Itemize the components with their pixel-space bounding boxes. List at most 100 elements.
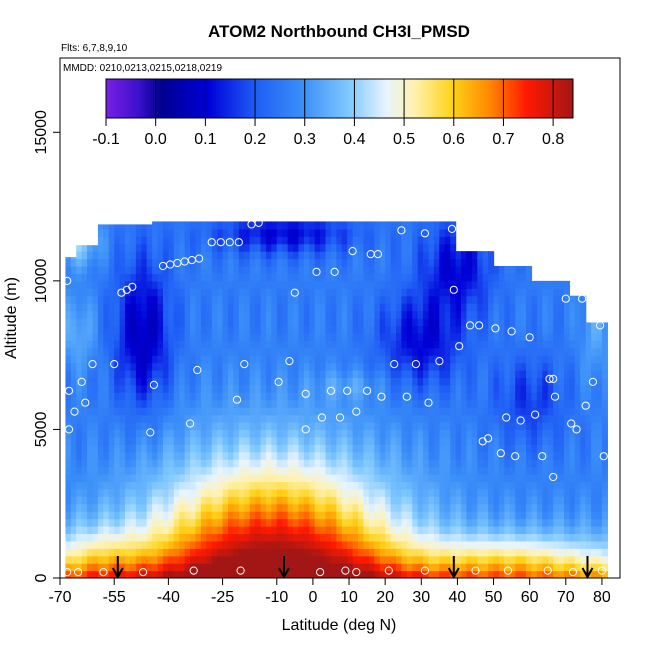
heatmap-cell (125, 295, 132, 304)
heatmap-cell (515, 273, 522, 282)
heatmap-cell (114, 526, 121, 535)
heatmap-cell (146, 451, 153, 460)
heatmap-cell (509, 481, 516, 490)
heatmap-cell (591, 555, 598, 564)
heatmap-cell (217, 392, 224, 401)
heatmap-cell (130, 303, 137, 312)
heatmap-cell (466, 280, 473, 289)
heatmap-cell (200, 228, 207, 237)
heatmap-cell (184, 280, 191, 289)
heatmap-cell (601, 362, 608, 371)
heatmap-cell (520, 555, 527, 564)
heatmap-cell (190, 310, 197, 319)
heatmap-cell (222, 422, 229, 431)
heatmap-cell (601, 570, 608, 578)
heatmap-cell (228, 555, 235, 564)
heatmap-cell (553, 459, 560, 468)
heatmap-cell (504, 466, 511, 475)
heatmap-cell (233, 221, 240, 230)
heatmap-cell (330, 533, 337, 542)
heatmap-cell (309, 370, 316, 379)
heatmap-cell (200, 399, 207, 408)
heatmap-cell (493, 370, 500, 379)
heatmap-cell (255, 221, 262, 230)
heatmap-cell (336, 526, 343, 535)
sample-point (285, 357, 294, 366)
heatmap-cell (211, 414, 218, 423)
heatmap-cell (531, 295, 538, 304)
heatmap-cell (265, 384, 272, 393)
heatmap-cell (282, 243, 289, 252)
heatmap-cell (200, 422, 207, 431)
heatmap-cell (374, 563, 381, 572)
heatmap-cell (352, 548, 359, 557)
heatmap-cell (488, 370, 495, 379)
heatmap-cell (574, 436, 581, 445)
heatmap-cell (390, 429, 397, 438)
heatmap-cell (103, 318, 110, 327)
heatmap-cell (564, 325, 571, 334)
heatmap-cell (125, 273, 132, 282)
heatmap-cell (314, 570, 321, 578)
heatmap-cell (547, 548, 554, 557)
heatmap-cell (596, 563, 603, 572)
heatmap-cell (282, 444, 289, 453)
heatmap-cell (255, 503, 262, 512)
heatmap-cell (558, 355, 565, 364)
heatmap-cell (515, 318, 522, 327)
heatmap-cell (379, 570, 386, 578)
heatmap-cell (553, 555, 560, 564)
heatmap-cell (471, 340, 478, 349)
heatmap-cell (244, 288, 251, 297)
heatmap-cell (114, 355, 121, 364)
heatmap-cell (233, 503, 240, 512)
heatmap-cell (244, 258, 251, 267)
heatmap-cell (412, 570, 419, 578)
heatmap-cell (358, 399, 365, 408)
heatmap-cell (461, 332, 468, 341)
heatmap-cell (352, 429, 359, 438)
heatmap-cell (569, 563, 576, 572)
heatmap-cell (358, 555, 365, 564)
heatmap-cell (190, 355, 197, 364)
heatmap-cell (244, 414, 251, 423)
heatmap-cell (255, 347, 262, 356)
heatmap-cell (471, 362, 478, 371)
heatmap-cell (591, 355, 598, 364)
heatmap-cell (433, 221, 440, 230)
heatmap-cell (596, 488, 603, 497)
heatmap-cell (325, 228, 332, 237)
heatmap-cell (336, 221, 343, 230)
heatmap-cell (406, 221, 413, 230)
heatmap-cell (423, 273, 430, 282)
heatmap-cell (390, 503, 397, 512)
heatmap-cell (130, 399, 137, 408)
heatmap-cell (417, 370, 424, 379)
heatmap-cell (81, 555, 88, 564)
heatmap-cell (439, 318, 446, 327)
heatmap-cell (558, 310, 565, 319)
heatmap-cell (81, 459, 88, 468)
heatmap-cell (444, 266, 451, 275)
heatmap-cell (70, 414, 77, 423)
heatmap-cell (558, 496, 565, 505)
heatmap-cell (222, 258, 229, 267)
heatmap-cell (92, 533, 99, 542)
heatmap-cell (200, 503, 207, 512)
heatmap-cell (217, 258, 224, 267)
heatmap-cell (206, 407, 213, 416)
heatmap-cell (130, 224, 137, 230)
heatmap-cell (455, 273, 462, 282)
heatmap-cell (206, 503, 213, 512)
heatmap-cell (65, 303, 72, 312)
heatmap-cell (314, 370, 321, 379)
heatmap-cell (368, 511, 375, 520)
heatmap-cell (206, 392, 213, 401)
heatmap-cell (276, 280, 283, 289)
heatmap-cell (146, 340, 153, 349)
heatmap-cell (130, 318, 137, 327)
heatmap-cell (401, 422, 408, 431)
heatmap-cell (569, 526, 576, 535)
heatmap-cell (314, 295, 321, 304)
heatmap-cell (320, 496, 327, 505)
